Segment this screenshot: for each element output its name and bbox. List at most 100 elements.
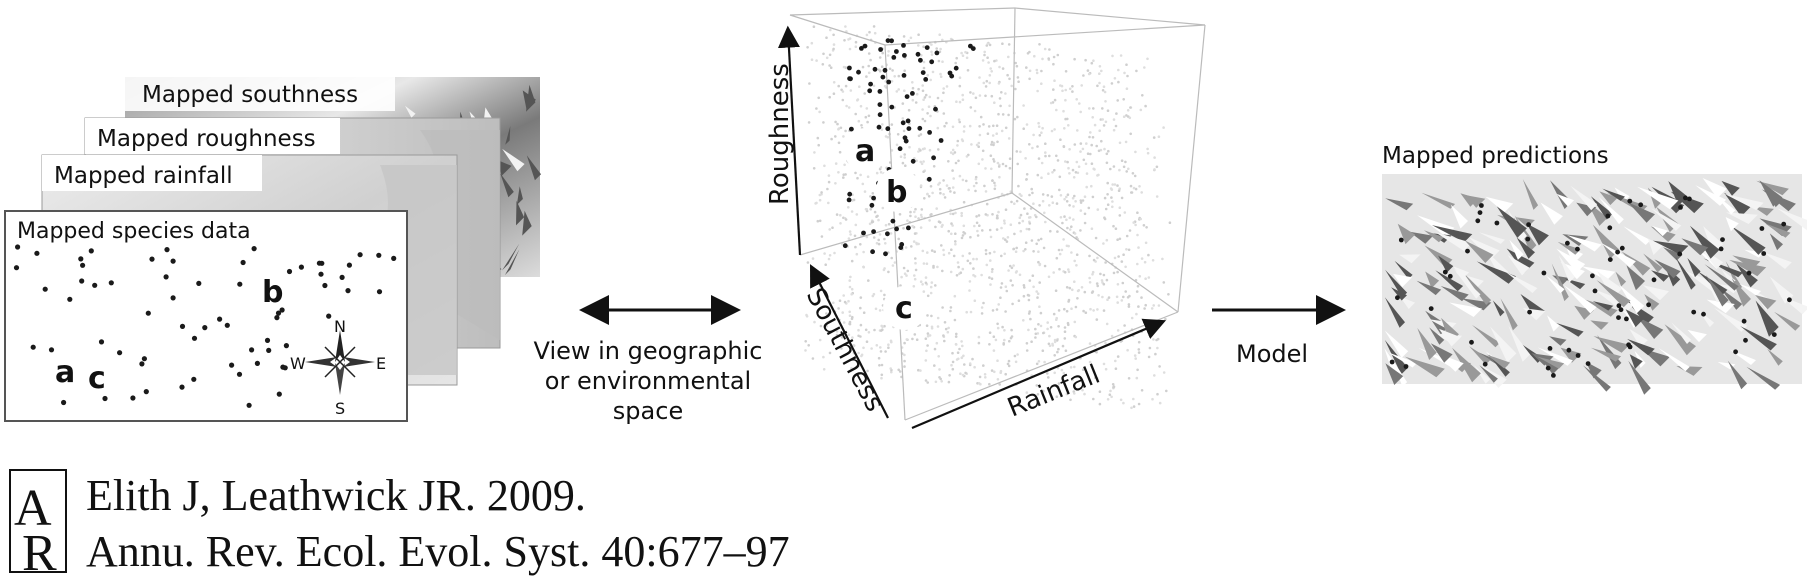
occurrence-point — [202, 325, 208, 331]
background-point — [1022, 127, 1025, 130]
terrain-ridge — [1687, 258, 1701, 278]
terrain-ridge — [1721, 269, 1736, 286]
background-point — [887, 222, 891, 226]
background-point — [957, 265, 960, 269]
terrain-ridge — [1704, 264, 1739, 291]
background-point — [823, 252, 826, 255]
background-point — [965, 179, 968, 183]
background-point — [921, 89, 925, 93]
background-point — [928, 148, 932, 152]
background-point — [864, 115, 868, 119]
background-point — [968, 280, 972, 283]
background-point — [1003, 252, 1006, 256]
background-point — [1103, 147, 1106, 151]
occurrence-point — [345, 288, 351, 294]
background-point — [911, 224, 914, 228]
terrain-ridge — [1726, 212, 1758, 224]
background-point — [922, 60, 926, 64]
background-point — [1123, 211, 1127, 214]
terrain-ridge — [1637, 186, 1679, 210]
background-point — [1118, 214, 1122, 217]
background-point — [889, 367, 892, 370]
background-point — [881, 325, 884, 329]
background-point — [941, 306, 944, 309]
background-point — [1004, 285, 1008, 289]
background-point — [984, 252, 988, 256]
background-point — [942, 91, 945, 95]
background-point — [901, 102, 905, 105]
occurrence-point — [34, 250, 40, 256]
background-point — [1030, 340, 1033, 344]
terrain-ridge — [1560, 347, 1582, 363]
background-point — [1036, 145, 1039, 148]
background-point — [913, 277, 917, 281]
background-point — [1103, 196, 1107, 200]
background-point — [1098, 402, 1102, 406]
background-point — [961, 344, 964, 348]
background-point — [879, 346, 882, 349]
background-point — [951, 212, 955, 216]
background-point — [1000, 254, 1003, 258]
background-point — [997, 165, 1001, 168]
background-point — [992, 124, 995, 128]
background-point — [877, 218, 880, 222]
background-point — [1127, 303, 1131, 306]
terrain-ridge — [1717, 361, 1736, 370]
background-point — [962, 354, 965, 358]
background-point — [825, 56, 829, 60]
background-point — [880, 363, 884, 367]
background-point — [828, 64, 831, 67]
background-point — [1137, 305, 1140, 308]
background-point — [1101, 118, 1104, 121]
background-point — [1080, 84, 1083, 87]
background-point — [1092, 258, 1096, 262]
background-point — [930, 327, 934, 330]
background-point — [1110, 196, 1113, 199]
occurrence-point — [283, 343, 289, 349]
background-point — [1037, 250, 1040, 253]
terrain-ridge — [1724, 192, 1751, 217]
background-point — [1064, 373, 1067, 377]
background-point — [931, 191, 934, 195]
background-point — [1070, 251, 1073, 254]
background-point — [1049, 326, 1053, 329]
background-point — [812, 167, 816, 170]
background-point — [977, 141, 981, 145]
layer-title-rainfall: Mapped rainfall — [54, 163, 233, 189]
background-point — [1154, 352, 1157, 356]
background-point — [1058, 252, 1062, 256]
background-point — [997, 82, 1001, 85]
background-point — [854, 171, 857, 175]
background-point — [992, 143, 995, 147]
background-point — [848, 285, 852, 289]
terrain-ridge — [1463, 272, 1492, 305]
background-point — [961, 373, 965, 377]
background-point — [825, 312, 828, 315]
background-point — [854, 40, 858, 44]
terrain-ridge — [1732, 255, 1761, 270]
background-point — [1099, 118, 1103, 121]
prediction-point — [1526, 222, 1531, 228]
background-point — [1102, 273, 1106, 277]
background-point — [856, 176, 859, 180]
background-point — [997, 112, 1000, 116]
background-point — [1114, 367, 1118, 371]
background-point — [831, 226, 834, 229]
background-point — [1009, 223, 1013, 226]
background-point — [919, 226, 923, 229]
terrain-ridge — [1453, 266, 1470, 280]
terrain-ridge — [1731, 226, 1766, 255]
background-point — [1076, 171, 1080, 175]
background-point — [1091, 273, 1094, 276]
terrain-ridge — [1391, 287, 1407, 301]
background-point — [1000, 129, 1004, 133]
background-point — [1056, 350, 1059, 354]
background-point — [956, 139, 960, 143]
background-point — [875, 171, 879, 175]
background-point — [1028, 77, 1031, 81]
terrain-ridge — [1490, 326, 1517, 363]
background-point — [1076, 129, 1079, 132]
background-point — [974, 189, 977, 193]
background-point — [1116, 184, 1119, 187]
background-point — [1063, 271, 1067, 274]
